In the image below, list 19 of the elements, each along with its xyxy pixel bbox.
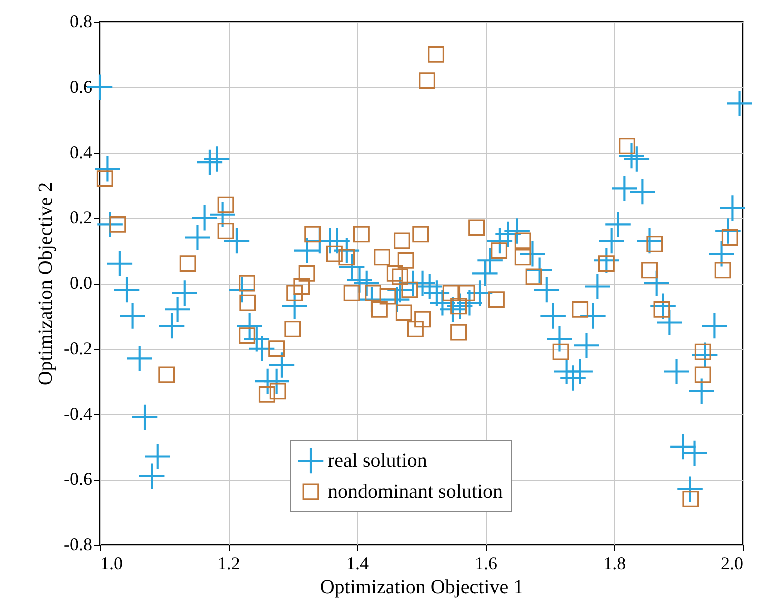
y-axis-title: Optimization Objective 2 bbox=[35, 182, 58, 386]
x-tick-label: 2.0 bbox=[721, 554, 744, 574]
y-tick-label: -0.8 bbox=[64, 534, 92, 554]
y-tick-label: -0.4 bbox=[64, 404, 92, 424]
legend-label: nondominant solution bbox=[328, 481, 503, 503]
y-tick-label: 0.2 bbox=[70, 208, 92, 228]
y-tick-label: 0.0 bbox=[70, 273, 92, 293]
x-tick-label: 1.0 bbox=[100, 554, 123, 574]
x-tick-label: 1.8 bbox=[604, 554, 626, 574]
y-tick-label: 0.8 bbox=[70, 12, 92, 32]
x-tick-label: 1.6 bbox=[475, 554, 498, 574]
y-tick-label: 0.4 bbox=[70, 142, 92, 162]
y-tick-label: -0.6 bbox=[64, 469, 92, 490]
x-tick-label: 1.2 bbox=[218, 554, 240, 574]
legend-label: real solution bbox=[328, 450, 428, 472]
y-tick-label: -0.2 bbox=[64, 338, 92, 358]
x-axis-title: Optimization Objective 1 bbox=[320, 576, 524, 598]
y-tick-label: 0.6 bbox=[70, 76, 92, 97]
x-tick-label: 1.4 bbox=[346, 554, 369, 574]
